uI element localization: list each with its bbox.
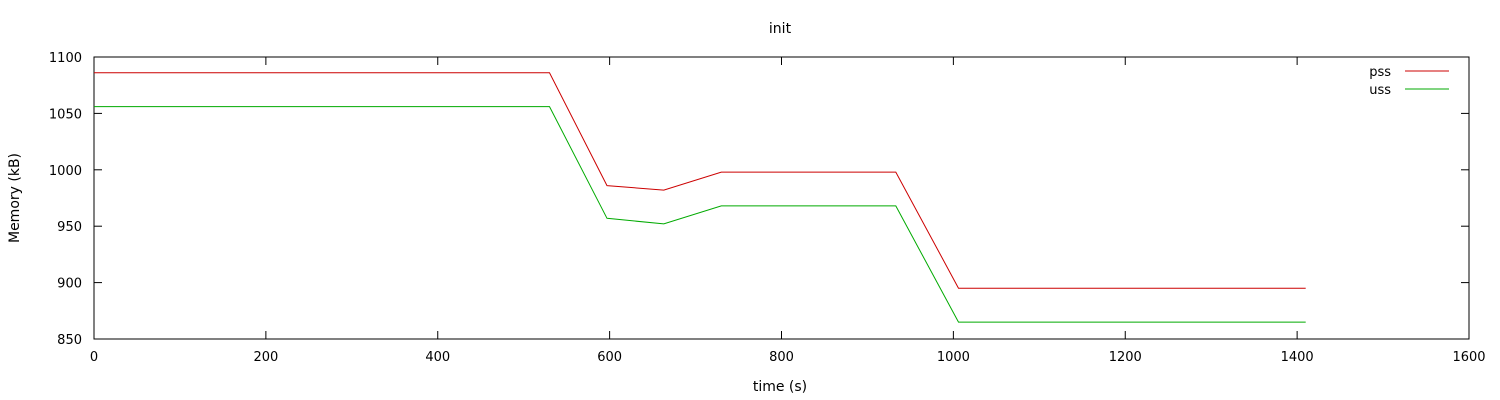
x-tick-label: 1400: [1281, 350, 1314, 365]
x-axis-label: time (s): [753, 379, 807, 395]
y-tick-label: 1100: [49, 51, 82, 66]
x-tick-label: 1600: [1452, 350, 1485, 365]
legend-label-pss: pss: [1369, 65, 1391, 80]
y-tick-label: 900: [57, 277, 82, 292]
y-tick-label: 1000: [49, 164, 82, 179]
x-axis: 0 200 400 600 800 1000 1200 1400 1600: [90, 57, 1486, 365]
y-tick-label: 1050: [49, 107, 82, 122]
series-lines: [94, 72, 1306, 323]
y-axis: 850 900 950 1000 1050 1100: [49, 51, 1469, 348]
plot-area: [93, 56, 1470, 340]
legend-label-uss: uss: [1369, 83, 1391, 98]
series-line-uss: [94, 106, 1306, 323]
y-axis-label: Memory (kB): [7, 153, 23, 243]
x-tick-label: 1200: [1109, 350, 1142, 365]
x-tick-label: 200: [253, 350, 278, 365]
legend: pss uss: [1369, 65, 1449, 98]
x-tick-label: 400: [425, 350, 450, 365]
x-tick-label: 0: [90, 350, 98, 365]
y-tick-label: 850: [57, 333, 82, 348]
x-tick-label: 600: [597, 350, 622, 365]
series-line-pss: [94, 72, 1306, 289]
x-tick-label: 1000: [937, 350, 970, 365]
x-tick-label: 800: [769, 350, 794, 365]
chart-title: init: [769, 21, 792, 37]
y-tick-label: 950: [57, 220, 82, 235]
